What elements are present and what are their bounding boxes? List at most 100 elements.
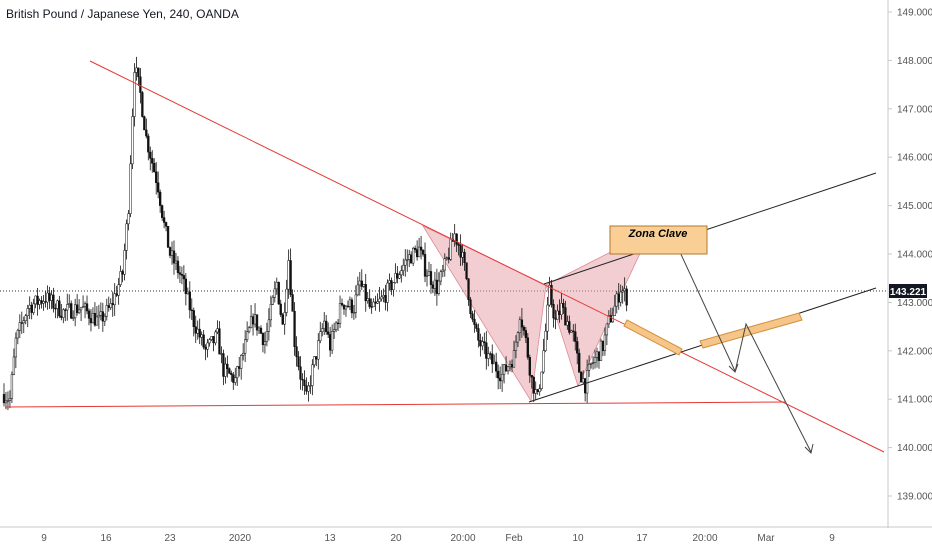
- candle-body: [200, 334, 203, 338]
- candle-body: [346, 305, 350, 308]
- candle-body: [111, 303, 114, 306]
- candle-body: [160, 205, 164, 218]
- candle-body: [224, 363, 227, 377]
- candle-body: [180, 274, 184, 276]
- candle-body: [378, 298, 381, 302]
- candle-body: [28, 304, 31, 309]
- candle-body: [550, 285, 553, 305]
- candle-body: [285, 288, 288, 313]
- candle-body: [463, 251, 466, 263]
- candle-body: [516, 332, 520, 343]
- candle-body: [625, 288, 628, 306]
- candle-body: [500, 373, 504, 382]
- candle-body: [358, 280, 361, 286]
- candle-body: [240, 355, 243, 369]
- candle-body: [247, 327, 251, 333]
- time-tick-label: 2020: [229, 533, 252, 544]
- candle-body: [552, 304, 555, 319]
- candle-body: [376, 301, 379, 304]
- candle-body: [479, 340, 482, 347]
- candle-body: [325, 320, 328, 333]
- candle-body: [315, 356, 318, 360]
- zona-clave-box: [609, 225, 708, 255]
- candle-body: [540, 371, 543, 389]
- candle-body: [4, 400, 8, 404]
- candle-body: [228, 368, 231, 374]
- candle-body: [10, 374, 14, 399]
- candle-body: [336, 322, 340, 325]
- candle-body: [362, 284, 365, 287]
- candle-body: [190, 309, 193, 311]
- candle-body: [558, 310, 561, 315]
- time-tick-label: 17: [636, 533, 648, 544]
- candle-body: [89, 318, 93, 324]
- candle-body: [287, 260, 290, 290]
- candle-body: [398, 274, 401, 279]
- candle-body: [542, 350, 545, 373]
- candle-body: [305, 385, 308, 392]
- candle-body: [447, 257, 450, 260]
- candle-body: [317, 340, 320, 360]
- candle-body: [139, 76, 142, 93]
- candle-body: [295, 346, 298, 357]
- candle-body: [382, 295, 385, 298]
- candle-body: [307, 385, 310, 392]
- candle-body: [151, 158, 154, 164]
- candle-body: [133, 72, 136, 117]
- candle-body: [50, 294, 53, 301]
- candle-body: [471, 313, 474, 320]
- candle-body: [508, 364, 512, 368]
- candle-body: [77, 309, 81, 314]
- candle-body: [554, 317, 557, 320]
- candle-body: [299, 366, 302, 380]
- candle-body: [410, 254, 413, 264]
- candle-body: [137, 67, 140, 78]
- price-tick-label: 148.000: [897, 56, 932, 67]
- candle-body: [36, 295, 39, 305]
- candle-body: [230, 373, 233, 375]
- candle-body: [68, 303, 71, 305]
- candle-body: [62, 309, 65, 318]
- candle-body: [83, 303, 87, 307]
- candle-body: [467, 278, 470, 300]
- candle-body: [323, 320, 326, 330]
- candle-body: [623, 288, 626, 292]
- candle-body: [319, 331, 322, 341]
- candle-body: [297, 356, 300, 368]
- channel-upper-line: [543, 172, 877, 285]
- candle-body: [208, 339, 211, 344]
- candle-body: [244, 339, 247, 354]
- candle-body: [275, 282, 278, 290]
- time-tick-label: 16: [100, 533, 112, 544]
- candle-body: [131, 116, 134, 165]
- candle-body: [415, 249, 419, 258]
- candle-body: [26, 308, 29, 316]
- candle-body: [56, 300, 59, 309]
- candle-body: [445, 257, 448, 259]
- candle-body: [392, 282, 395, 291]
- candle-body: [20, 322, 23, 324]
- candle-body: [425, 275, 429, 277]
- time-tick-label: 9: [829, 533, 835, 544]
- candle-body: [388, 280, 391, 284]
- candle-body: [281, 314, 284, 325]
- candle-body: [60, 315, 63, 318]
- candle-body: [113, 293, 116, 306]
- candle-body: [439, 271, 442, 282]
- zona-clave-label: Zona Clave: [628, 228, 688, 240]
- candle-body: [30, 304, 33, 313]
- candle-body: [291, 294, 294, 312]
- candle-body: [97, 315, 101, 318]
- candle-body: [147, 135, 150, 153]
- candle-body: [226, 363, 229, 369]
- candle-body: [603, 334, 607, 352]
- price-tick-label: 146.000: [897, 153, 932, 164]
- candle-body: [277, 282, 280, 305]
- candle-body: [520, 319, 524, 328]
- candle-body: [423, 254, 427, 277]
- candle-body: [455, 233, 458, 245]
- candle-body: [145, 129, 148, 137]
- candle-body: [24, 315, 27, 321]
- candle-body: [534, 389, 537, 394]
